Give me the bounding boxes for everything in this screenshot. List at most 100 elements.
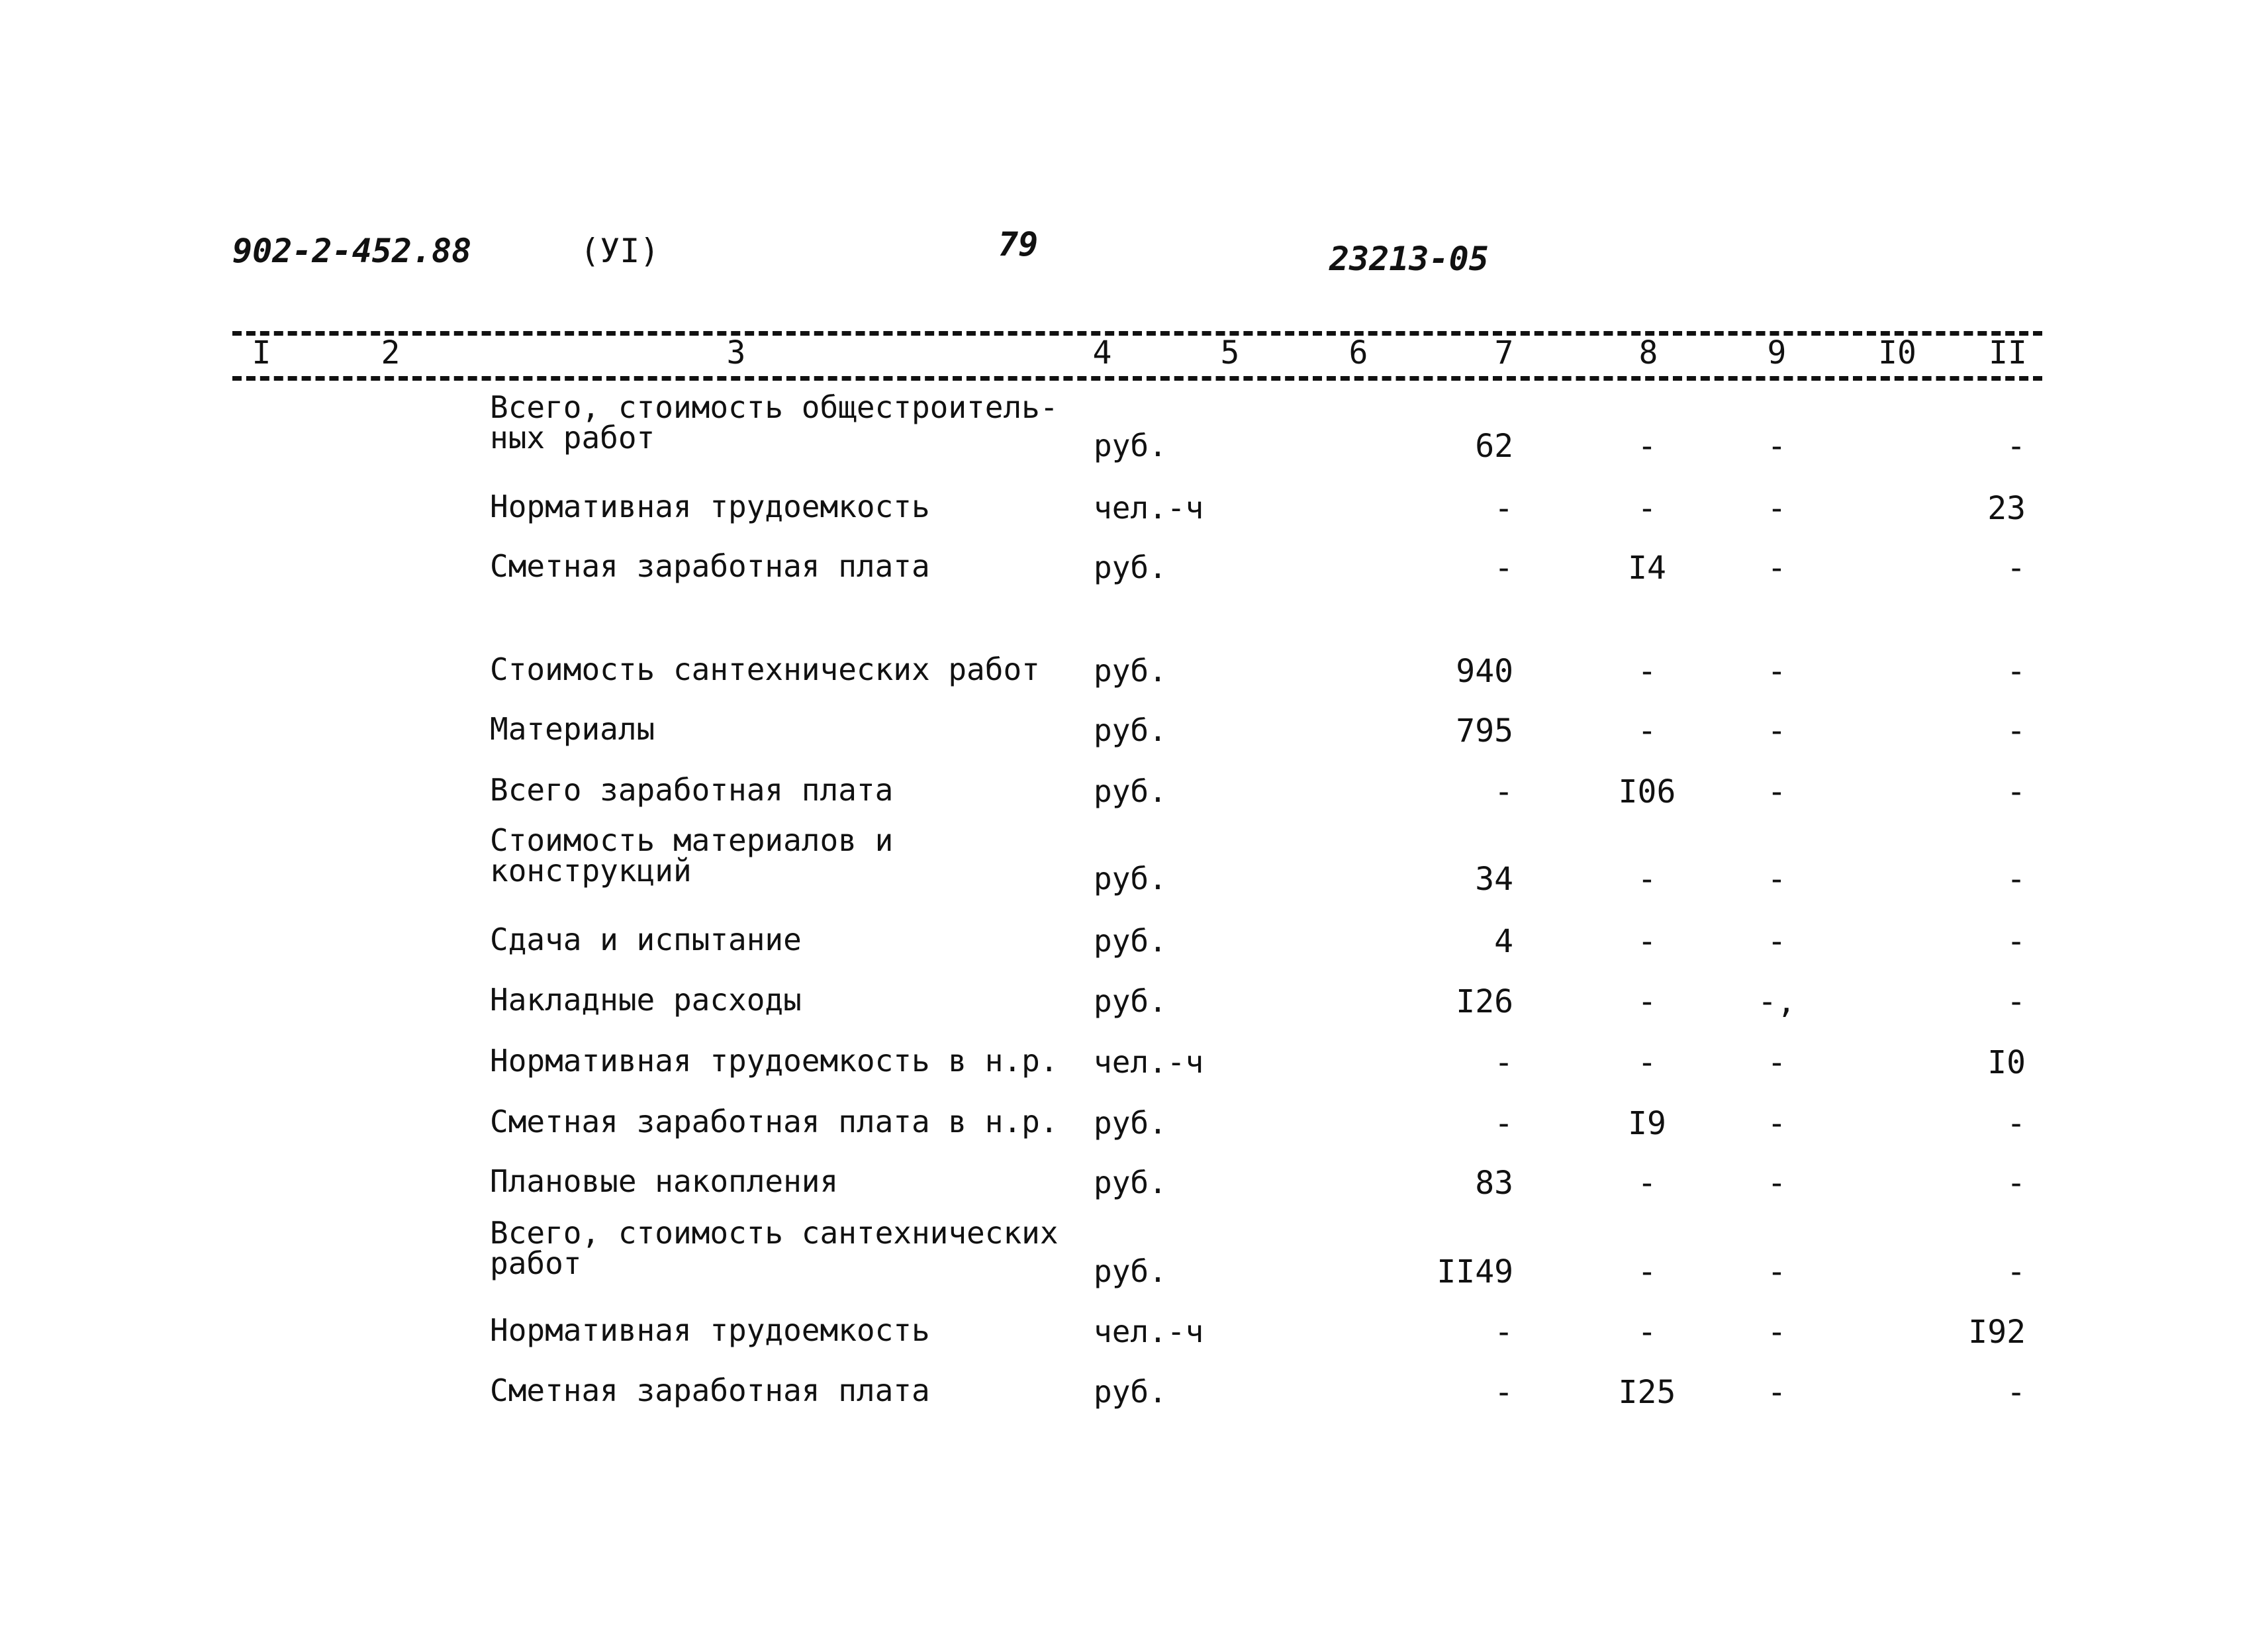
cell-col7: - [1494, 1314, 1513, 1351]
sheet-code: 23213-05 [1329, 240, 1489, 278]
cell-col11: - [2007, 1105, 2026, 1142]
table-top-rule [232, 331, 2042, 336]
cell-col11: - [2007, 983, 2026, 1020]
volume: (УI) [580, 232, 660, 270]
cell-col7: 795 [1456, 712, 1513, 749]
row-unit: руб. [1094, 1165, 1167, 1200]
cell-col9: - [1767, 550, 1787, 587]
cell-col11: - [2007, 773, 2026, 810]
cell-col9: - [1767, 861, 1787, 898]
cell-col8: - [1637, 861, 1657, 898]
row-unit: руб. [1094, 773, 1167, 809]
cell-col8: - [1637, 923, 1657, 960]
cell-col7: - [1494, 1044, 1513, 1081]
cell-col7: 34 [1475, 861, 1513, 898]
row-unit: руб. [1094, 550, 1167, 585]
cell-col11: - [2007, 1374, 2026, 1411]
cell-col9: - [1767, 1314, 1787, 1351]
row-label: Всего заработная плата [490, 772, 894, 808]
cell-col11: - [2007, 550, 2026, 587]
row-label: Нормативная трудоемкость [490, 489, 930, 524]
cell-col9: - [1767, 1253, 1787, 1290]
cell-col11: - [2007, 653, 2026, 690]
cell-col9: - [1767, 653, 1787, 690]
cell-col7: 62 [1475, 428, 1513, 465]
row-label: Плановые накопления [490, 1163, 839, 1199]
row-label: Сметная заработная плата [490, 548, 930, 584]
cell-col8: - [1637, 490, 1657, 527]
row-unit: руб. [1094, 653, 1167, 689]
column-number: 6 [1348, 334, 1368, 371]
row-unit: руб. [1094, 1374, 1167, 1410]
cell-col9: - [1767, 428, 1787, 465]
cell-col9: - [1767, 490, 1787, 527]
cell-col9: - [1767, 923, 1787, 960]
cell-col8: I25 [1618, 1374, 1676, 1411]
cell-col11: I0 [1987, 1044, 2026, 1081]
cell-col8: - [1637, 1314, 1657, 1351]
cell-col8: - [1637, 653, 1657, 690]
cell-col8: - [1637, 983, 1657, 1020]
cell-col11: - [2007, 712, 2026, 749]
cell-col8: - [1637, 428, 1657, 465]
cell-col11: - [2007, 1165, 2026, 1202]
row-label: Нормативная трудоемкость в н.р. [490, 1043, 1059, 1079]
row-unit: чел.-ч [1094, 1314, 1204, 1349]
row-unit: руб. [1094, 861, 1167, 896]
column-number: 7 [1494, 334, 1514, 371]
column-number: I0 [1878, 334, 1916, 371]
cell-col7: - [1494, 1105, 1513, 1142]
cell-col7: - [1494, 773, 1513, 810]
cell-col7: - [1494, 550, 1513, 587]
row-label: Материалы [490, 711, 655, 747]
row-label: Нормативная трудоемкость [490, 1312, 930, 1348]
row-label: Стоимость материалов и конструкций [490, 822, 894, 889]
column-number: 4 [1092, 334, 1112, 371]
row-label: Сметная заработная плата в н.р. [490, 1104, 1059, 1139]
row-unit: руб. [1094, 1253, 1167, 1289]
cell-col9: - [1767, 1105, 1787, 1142]
row-unit: руб. [1094, 1105, 1167, 1141]
cell-col11: - [2007, 923, 2026, 960]
column-number: 8 [1638, 334, 1658, 371]
doc-code: 902-2-452.88 [232, 232, 472, 270]
cell-col9: - [1767, 1374, 1787, 1411]
row-label: Сдача и испытание [490, 922, 802, 957]
cell-col9: - [1767, 1044, 1787, 1081]
cell-col7: II49 [1437, 1253, 1513, 1290]
cell-col7: 83 [1475, 1165, 1513, 1202]
cell-col7: - [1494, 490, 1513, 527]
cell-col8: I9 [1628, 1105, 1666, 1142]
column-number: I [252, 334, 271, 371]
row-unit: чел.-ч [1094, 490, 1204, 526]
cell-col7: - [1494, 1374, 1513, 1411]
row-label: Сметная заработная плата [490, 1373, 930, 1408]
column-number: 9 [1767, 334, 1787, 371]
table-header-rule [232, 376, 2042, 381]
cell-col9: - [1767, 1165, 1787, 1202]
column-number: II [1989, 334, 2027, 371]
cell-col11: - [2007, 1253, 2026, 1290]
row-label: Всего, стоимость общестроитель- ных рабо… [490, 389, 1059, 456]
cell-col11: I92 [1968, 1314, 2026, 1351]
cell-col11: - [2007, 428, 2026, 465]
row-label: Всего, стоимость сантехнических работ [490, 1215, 1059, 1281]
column-number: 5 [1220, 334, 1240, 371]
row-unit: руб. [1094, 428, 1167, 463]
cell-col9: -, [1758, 983, 1796, 1020]
column-number: 3 [726, 334, 746, 371]
cell-col8: - [1637, 1044, 1657, 1081]
cell-col11: - [2007, 861, 2026, 898]
cell-col8: - [1637, 1165, 1657, 1202]
cell-col8: - [1637, 1253, 1657, 1290]
row-unit: руб. [1094, 923, 1167, 959]
cell-col8: - [1637, 712, 1657, 749]
cell-col7: 4 [1494, 923, 1513, 960]
column-number: 2 [381, 334, 401, 371]
cell-col8: I4 [1628, 550, 1666, 587]
cell-col11: 23 [1987, 490, 2026, 527]
row-label: Накладные расходы [490, 982, 802, 1018]
cell-col7: 940 [1456, 653, 1513, 690]
cell-col9: - [1767, 712, 1787, 749]
row-unit: чел.-ч [1094, 1044, 1204, 1080]
